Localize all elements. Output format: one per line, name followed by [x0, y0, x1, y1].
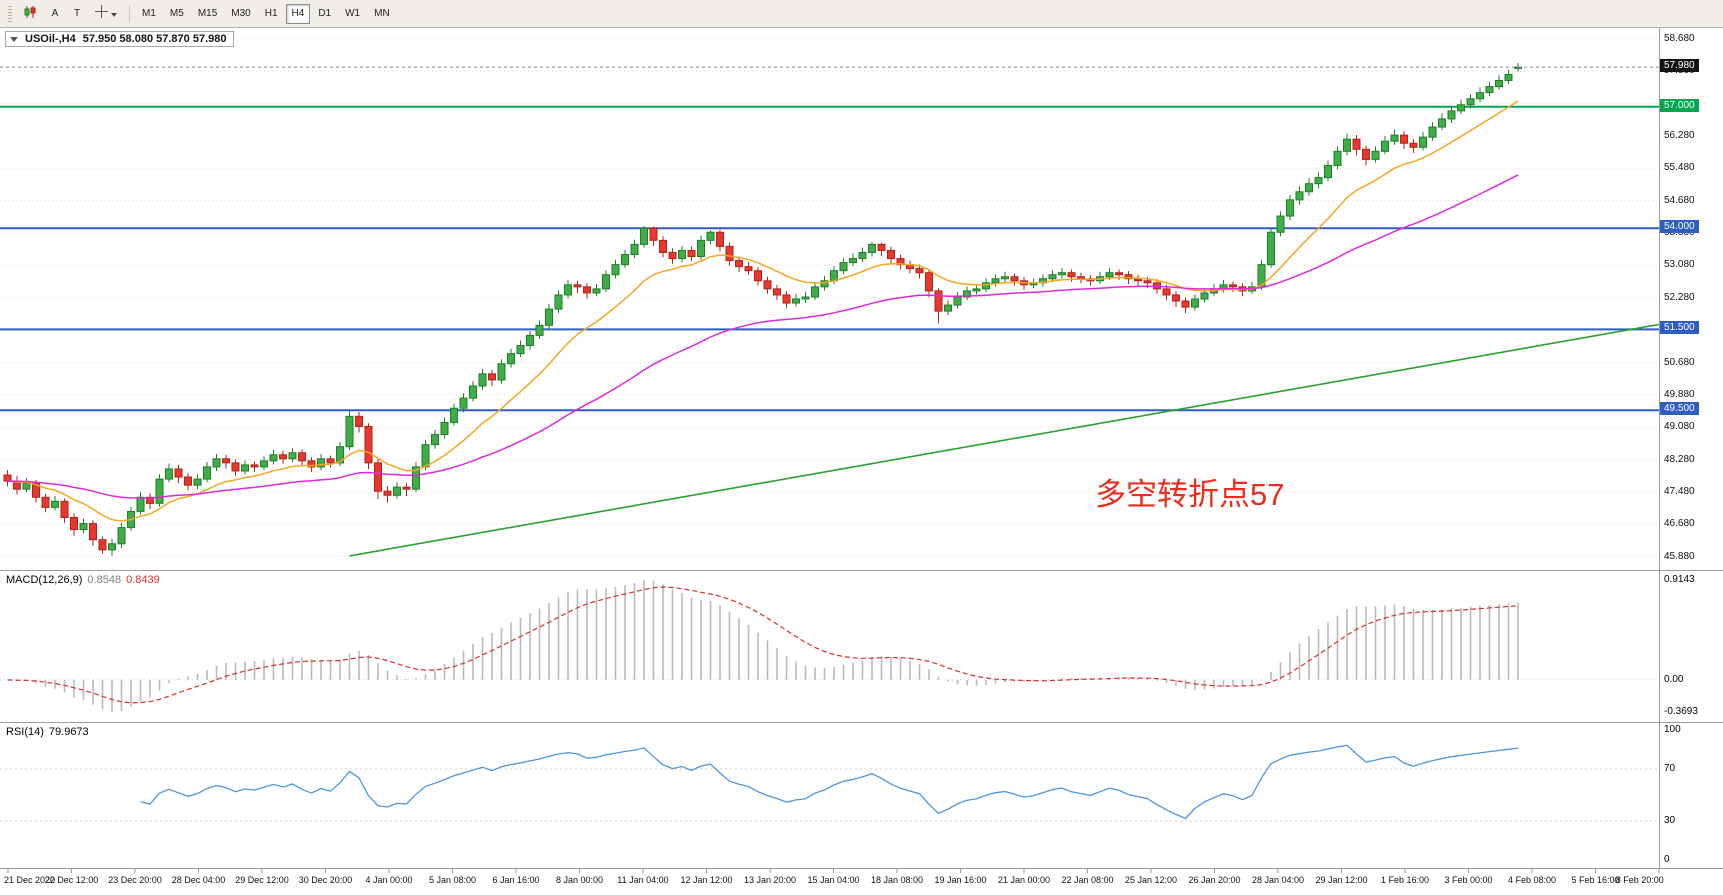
time-axis-label: 21 Jan 00:00: [997, 875, 1051, 885]
time-axis-label: 28 Dec 04:00: [171, 875, 226, 885]
timeframe-button-m1[interactable]: M1: [136, 4, 162, 24]
price-axis-label: 50.680: [1664, 356, 1695, 368]
time-axis[interactable]: 21 Dec 2020 22 Dec 12:00 23 Dec 20:00 28 De…: [0, 868, 1723, 895]
time-axis-label: 5 Jan 08:00: [428, 875, 477, 885]
rsi-axis-label: 100: [1664, 724, 1681, 735]
price-axis-label: 56.280: [1664, 129, 1695, 141]
time-axis-label: 1 Feb 16:00: [1380, 875, 1430, 885]
quote-ohlc: 57.950 58.080 57.870 57.980: [82, 33, 227, 45]
text-tool-button[interactable]: T: [67, 4, 87, 24]
time-axis-label: 15 Jan 04:00: [807, 875, 860, 885]
time-axis-label: 26 Jan 20:00: [1188, 875, 1241, 885]
rsi-axis-label: 0: [1664, 854, 1670, 865]
price-axis-label: 48.280: [1664, 453, 1695, 465]
time-axis-label: 8 Jan 00:00: [555, 875, 604, 885]
time-axis-label: 19 Jan 16:00: [934, 875, 987, 885]
rsi-axis-label: 30: [1664, 815, 1676, 826]
chart-window[interactable]: USOil-,H4 57.950 58.080 57.870 57.980 MA…: [0, 28, 1723, 895]
time-axis-label: 12 Jan 12:00: [680, 875, 733, 885]
rsi-value: 79.9673: [48, 726, 89, 738]
macd-value-main: 0.8548: [87, 574, 122, 586]
macd-axis-label: 0.00: [1664, 673, 1684, 685]
time-axis-label: 22 Dec 12:00: [44, 875, 99, 885]
macd-indicator-label: MACD(12,26,9) 0.8548 0.8439: [6, 574, 160, 586]
time-axis-label: 5 Feb 16:00: [1571, 875, 1620, 885]
price-axis-label: 49.880: [1664, 388, 1695, 400]
price-line-label: 51.500: [1660, 321, 1699, 335]
price-axis-label: 55.480: [1664, 162, 1695, 174]
one-click-trading-toggle[interactable]: [10, 36, 18, 42]
chart-canvas[interactable]: [0, 28, 1723, 895]
price-line-label: 57.000: [1660, 98, 1699, 112]
rsi-indicator-label: RSI(14) 79.9673: [6, 726, 89, 738]
time-axis-label: 3 Feb 00:00: [1444, 875, 1493, 885]
candlestick-chart-icon: [24, 5, 36, 18]
timeframe-button-h4[interactable]: H4: [285, 3, 311, 24]
rsi-name: RSI(14): [6, 726, 44, 738]
time-axis-label: 28 Jan 04:00: [1251, 875, 1305, 885]
time-axis-label: 8 Feb 20:00: [1615, 875, 1664, 885]
time-axis-label: 22 Jan 08:00: [1061, 875, 1114, 885]
price-axis-label: 53.080: [1664, 259, 1695, 271]
chevron-down-icon: [111, 12, 117, 17]
timeframe-button-m30[interactable]: M30: [225, 4, 256, 24]
price-line-label: 49.500: [1660, 402, 1699, 416]
symbol-period-label: USOil-,H4: [25, 33, 76, 45]
price-axis-label: 49.080: [1664, 421, 1695, 433]
toolbar-handle[interactable]: [8, 5, 12, 22]
price-axis-label: 45.880: [1664, 550, 1695, 562]
rsi-axis-label: 70: [1664, 763, 1676, 774]
toolbar-separator: [129, 4, 130, 23]
price-axis-label: 54.680: [1664, 194, 1695, 206]
timeframe-button-h1[interactable]: H1: [259, 4, 284, 24]
timeframe-button-m5[interactable]: M5: [164, 4, 190, 24]
time-axis-label: 6 Jan 16:00: [492, 875, 540, 885]
time-axis-label: 23 Dec 20:00: [108, 875, 162, 885]
price-axis-label: 58.680: [1664, 32, 1695, 44]
macd-axis-label: 0.9143: [1664, 574, 1695, 585]
time-axis-label: 18 Jan 08:00: [870, 875, 924, 885]
timeframe-group: M1 M5 M15 M30 H1 H4 D1 W1 MN: [135, 3, 397, 24]
macd-axis-label: -0.3693: [1664, 706, 1698, 717]
timeframe-button-mn[interactable]: MN: [368, 4, 396, 24]
time-axis-label: 25 Jan 12:00: [1124, 875, 1178, 885]
price-axis[interactable]: 58.68057.88057.08056.28055.48054.68053.8…: [1659, 28, 1723, 868]
price-axis-label: 47.480: [1664, 486, 1695, 497]
current-price-label: 57.980: [1660, 59, 1699, 73]
macd-value-signal: 0.8439: [126, 574, 160, 586]
macd-name: MACD(12,26,9): [6, 574, 83, 586]
time-axis-label: 4 Jan 00:00: [365, 875, 413, 885]
time-axis-label: 29 Dec 12:00: [235, 875, 289, 885]
time-axis-label: 30 Dec 20:00: [298, 875, 353, 885]
crosshair-icon: [95, 4, 108, 18]
time-axis-label: 4 Feb 08:00: [1507, 875, 1557, 885]
time-axis-label: 11 Jan 04:00: [617, 875, 669, 885]
price-line-label: 54.000: [1660, 220, 1699, 234]
time-axis-label: 29 Jan 12:00: [1315, 875, 1368, 885]
price-axis-label: 46.680: [1664, 518, 1695, 530]
toolbar: A T M1 M5 M15 M30 H1 H4 D1 W1 MN: [0, 0, 1723, 28]
timeframe-button-m15[interactable]: M15: [192, 4, 223, 24]
chart-type-button[interactable]: [17, 4, 43, 24]
chart-annotation-text[interactable]: 多空转折点57: [1095, 477, 1285, 512]
timeframe-button-w1[interactable]: W1: [339, 4, 366, 24]
quote-info-box[interactable]: USOil-,H4 57.950 58.080 57.870 57.980: [5, 31, 235, 47]
price-axis-label: 52.280: [1664, 291, 1695, 303]
shapes-tool-button[interactable]: [89, 4, 123, 24]
time-axis-label: 21 Dec 2020: [4, 875, 56, 885]
time-axis-label: 13 Jan 20:00: [743, 875, 797, 885]
timeframe-button-d1[interactable]: D1: [312, 4, 337, 24]
arrow-tool-button[interactable]: A: [45, 4, 65, 24]
